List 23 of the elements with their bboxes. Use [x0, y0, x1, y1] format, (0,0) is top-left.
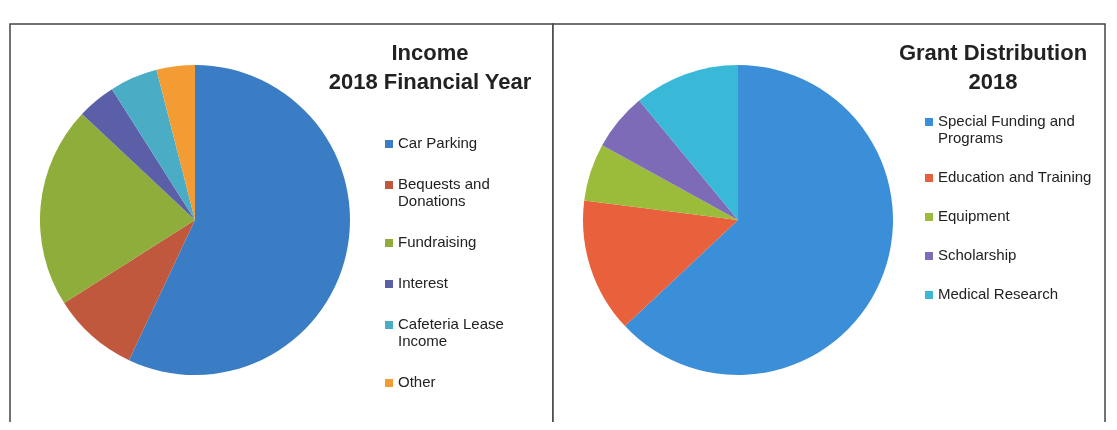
legend-label: Cafeteria Lease Income [398, 315, 504, 349]
pie-slice [64, 220, 195, 361]
chart-title: Grant Distribution 2018 [898, 40, 1088, 94]
pie-slice [82, 89, 195, 220]
pie-slice [602, 100, 738, 220]
legend-label: Equipment [938, 207, 1011, 224]
pie-slice [584, 145, 738, 220]
legend-label: Interest [398, 274, 449, 291]
legend-label: Education and Training [938, 168, 1092, 185]
legend-label: Other [398, 373, 436, 390]
chart-title: Income 2018 Financial Year [328, 40, 532, 94]
pie-slice [639, 65, 738, 220]
pie-slice [625, 65, 893, 375]
pie-slice [156, 65, 195, 220]
legend-label: Special Funding and Programs [938, 112, 1075, 146]
pie-slice [111, 69, 195, 220]
legend-label: Fundraising [398, 233, 477, 250]
legend-label: Car Parking [398, 134, 478, 151]
legend-label: Scholarship [938, 246, 1017, 263]
pie-slice [40, 113, 195, 304]
legend-label: Bequests and Donations [398, 175, 490, 209]
legend-label: Medical Research [938, 285, 1059, 302]
pie-slice [583, 200, 738, 327]
